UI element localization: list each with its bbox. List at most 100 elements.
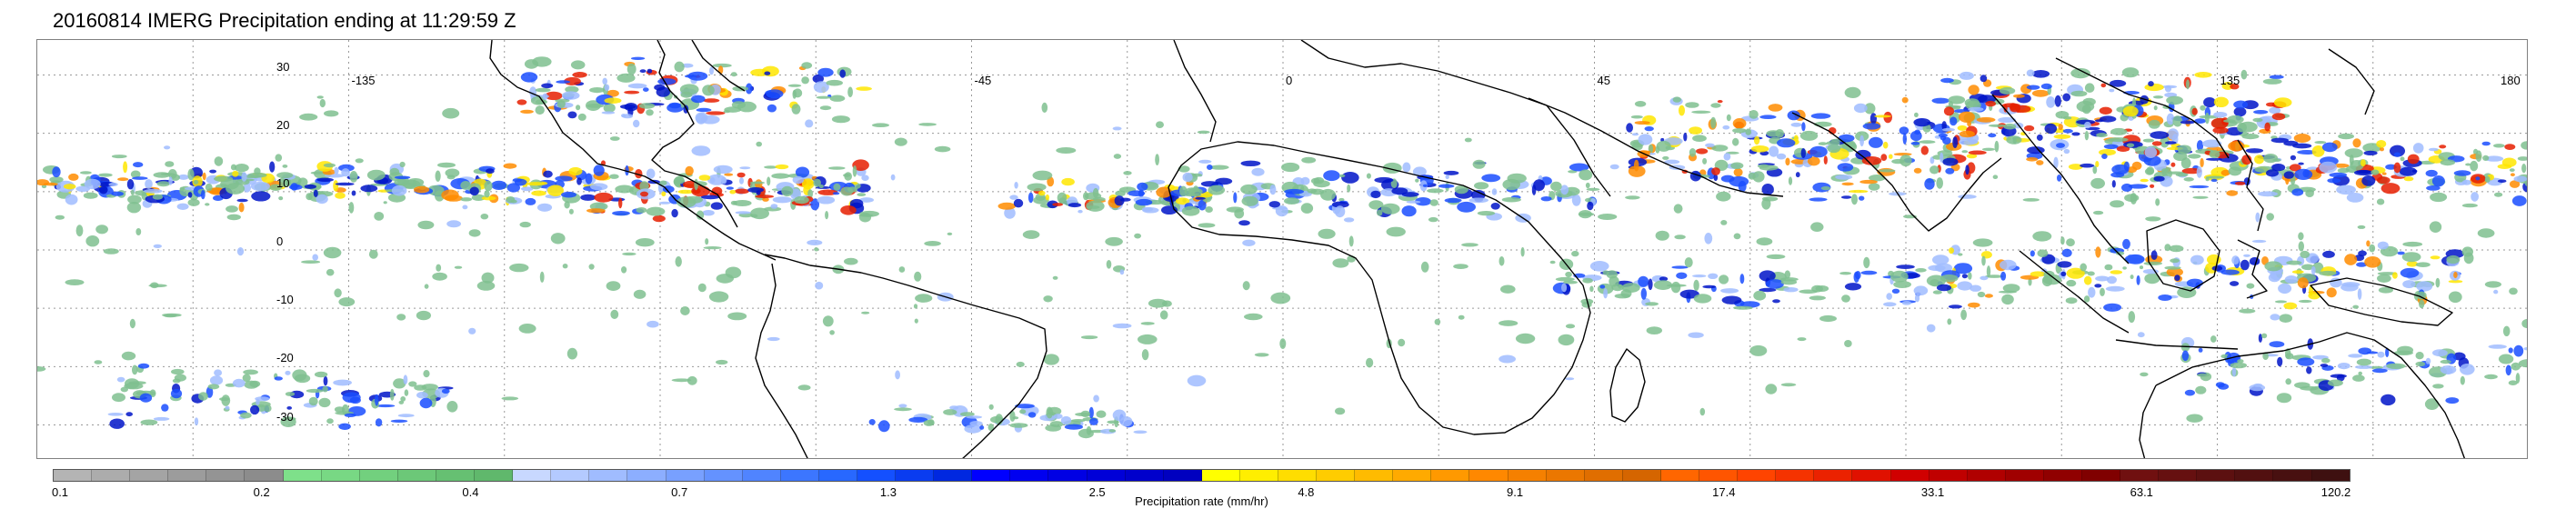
precipitation-cell (1838, 134, 1855, 143)
precipitation-cell (2057, 175, 2062, 182)
precipitation-cell (914, 271, 922, 282)
precipitation-cell (2028, 277, 2032, 286)
precipitation-cell (2127, 166, 2138, 174)
precipitation-cell (1914, 129, 1920, 135)
precipitation-cell (334, 406, 346, 413)
precipitation-cell (414, 185, 430, 194)
precipitation-cell (1807, 156, 1820, 166)
precipitation-cell (84, 178, 101, 190)
precipitation-cell (2144, 83, 2164, 92)
precipitation-cell (694, 178, 698, 191)
precipitation-cell (1056, 147, 1077, 154)
precipitation-cell (570, 60, 586, 70)
precipitation-cell (542, 93, 548, 100)
precipitation-cell (568, 208, 574, 215)
precipitation-cell (2152, 95, 2164, 99)
colorbar-swatch (666, 470, 705, 481)
precipitation-cell (2128, 184, 2149, 189)
precipitation-cell (308, 396, 318, 406)
precipitation-cell (2066, 238, 2075, 247)
precipitation-cell (2354, 169, 2374, 176)
precipitation-cell (1244, 313, 1263, 321)
precipitation-cell (326, 268, 335, 276)
precipitation-cell (2199, 115, 2219, 119)
precipitation-cell (2513, 344, 2524, 357)
precipitation-cell (2497, 164, 2512, 169)
precipitation-cell (161, 404, 169, 412)
precipitation-cell (1374, 176, 1394, 184)
precipitation-cell (1919, 140, 1936, 145)
precipitation-cell (2488, 344, 2507, 349)
precipitation-cell (2137, 332, 2145, 338)
precipitation-cell (2523, 347, 2527, 351)
precipitation-cell (419, 397, 433, 409)
precipitation-cell (2186, 79, 2190, 90)
precipitation-cell (2231, 366, 2237, 377)
precipitation-cell (1628, 165, 1646, 177)
precipitation-cell (794, 195, 809, 205)
precipitation-cell (2453, 271, 2458, 279)
precipitation-cell (278, 196, 284, 201)
precipitation-cell (335, 182, 355, 186)
precipitation-cell (1893, 281, 1911, 288)
precipitation-cell (2000, 259, 2017, 271)
precipitation-cell (1984, 294, 1993, 298)
precipitation-cell (323, 163, 336, 168)
precipitation-cell (1060, 415, 1072, 425)
precipitation-cell (1726, 114, 1731, 122)
precipitation-cell (2080, 163, 2095, 168)
precipitation-cell (2121, 67, 2140, 78)
precipitation-cell (1673, 204, 1683, 214)
precipitation-cell (177, 174, 189, 180)
precipitation-cell (99, 185, 108, 195)
colorbar-title: Precipitation rate (mm/hr) (1135, 494, 1268, 508)
precipitation-cell (127, 195, 142, 205)
precipitation-cell (2453, 170, 2471, 176)
coastline-north-america (489, 40, 777, 261)
precipitation-cell (1799, 289, 1818, 294)
coastline-borneo (2146, 219, 2220, 292)
precipitation-cell (187, 198, 200, 206)
precipitation-cell (1038, 190, 1046, 196)
precipitation-cell (2122, 105, 2139, 117)
precipitation-cell (112, 393, 125, 403)
precipitation-cell (1671, 265, 1689, 269)
precipitation-cell (2140, 372, 2149, 377)
precipitation-cell (2364, 256, 2381, 268)
precipitation-cell (526, 182, 545, 186)
precipitation-cell (1765, 384, 1778, 394)
precipitation-cell (1198, 199, 1207, 211)
precipitation-cell (2283, 140, 2299, 146)
precipitation-cell (1859, 195, 1865, 201)
precipitation-cell (2509, 287, 2518, 295)
precipitation-cell (849, 198, 864, 209)
precipitation-cell (857, 193, 867, 197)
precipitation-cell (2338, 133, 2355, 140)
precipitation-cell (1500, 284, 1516, 294)
precipitation-cell (1941, 121, 1947, 131)
coastline-gulf (651, 40, 738, 228)
precipitation-cell (1844, 340, 1852, 347)
precipitation-cell (2448, 291, 2462, 304)
precipitation-cell (1869, 175, 1886, 182)
precipitation-cell (65, 279, 85, 285)
precipitation-cell (2407, 154, 2420, 165)
precipitation-cell (1961, 274, 1968, 279)
precipitation-cell (2366, 240, 2371, 247)
precipitation-cell (2360, 159, 2366, 167)
coastline-africa (1168, 141, 1591, 435)
precipitation-cell (1191, 173, 1203, 177)
precipitation-cell (1723, 153, 1731, 161)
precipitation-cell (2254, 155, 2264, 165)
colorbar-swatch (1163, 470, 1202, 481)
precipitation-cell (1705, 143, 1715, 148)
precipitation-cell (545, 91, 563, 101)
precipitation-cell (2144, 146, 2158, 158)
precipitation-cell (2509, 168, 2515, 173)
precipitation-cell (2142, 138, 2154, 143)
precipitation-cell (1471, 190, 1486, 201)
precipitation-cell (1335, 407, 1346, 415)
precipitation-cell (1693, 279, 1699, 292)
precipitation-cell (2239, 308, 2256, 314)
precipitation-cell (1558, 334, 1575, 346)
